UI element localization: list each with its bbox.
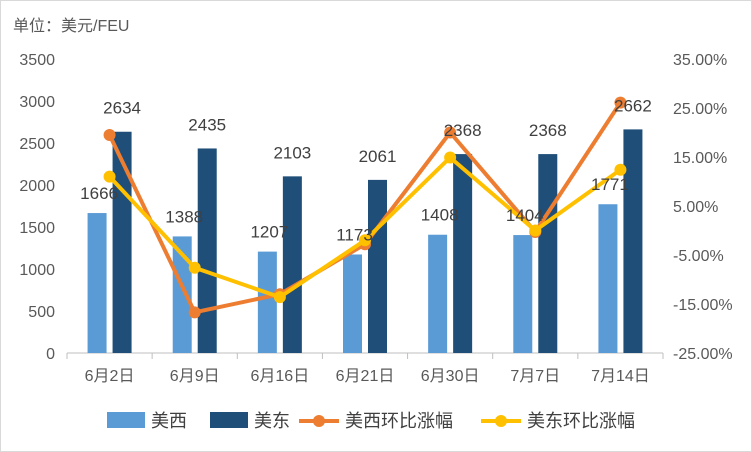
bar-west xyxy=(172,236,192,353)
y-left-tick-label: 1500 xyxy=(19,220,55,237)
bar-west xyxy=(513,235,533,353)
legend-label: 美东环比涨幅 xyxy=(527,411,635,431)
y-left-tick-label: 2500 xyxy=(19,136,55,153)
line-point-east xyxy=(529,224,542,237)
y-left-tick-label: 3500 xyxy=(19,52,55,69)
y-right-tick-label: 35.00% xyxy=(673,52,727,69)
line-point-east xyxy=(444,151,457,164)
y-right-tick-label: 5.00% xyxy=(673,199,718,216)
x-tick-label: 7月14日 xyxy=(591,368,650,385)
y-left-tick-label: 1000 xyxy=(19,262,55,279)
legend-label: 美西环比涨幅 xyxy=(345,411,453,431)
y-right-tick-label: 15.00% xyxy=(673,150,727,167)
legend-swatch-east xyxy=(210,412,248,428)
bar-data-label-west: 1207 xyxy=(250,223,288,242)
bar-data-label-east: 2634 xyxy=(103,99,141,118)
bar-data-label-east: 2368 xyxy=(444,121,482,140)
line-point-east xyxy=(103,170,116,183)
bar-east xyxy=(538,154,558,353)
bar-data-label-west: 1173 xyxy=(336,225,373,244)
bar-west xyxy=(598,204,618,353)
bar-data-label-west: 1666 xyxy=(80,184,118,203)
x-tick-label: 7月7日 xyxy=(510,368,560,385)
legend: 美西 美东 美西环比涨幅 美东环比涨幅 xyxy=(107,411,635,431)
x-tick-label: 6月30日 xyxy=(421,368,480,385)
bar-west xyxy=(87,213,107,353)
line-point-west xyxy=(103,128,116,141)
bar-data-label-east: 2662 xyxy=(614,96,652,115)
line-point-east xyxy=(188,261,201,274)
y-right-tick-label: -25.00% xyxy=(673,346,733,363)
line-point-west xyxy=(614,96,627,109)
y-right-tick-label: -15.00% xyxy=(673,297,733,314)
bars xyxy=(87,129,643,353)
bar-east xyxy=(368,179,387,353)
line-point-west xyxy=(444,126,457,139)
legend-marker-east-change xyxy=(495,415,507,427)
bar-data-label-west: 1408 xyxy=(421,206,459,225)
bar-data-label-east: 2103 xyxy=(273,143,311,162)
x-tick-label: 6月2日 xyxy=(85,368,135,385)
bar-data-label-west: 1388 xyxy=(165,207,203,226)
lines xyxy=(103,96,627,319)
bar-east xyxy=(623,129,643,353)
line-point-west xyxy=(188,306,201,319)
y-right-tick-label: -5.00% xyxy=(673,248,724,265)
legend-label: 美东 xyxy=(254,411,290,431)
bar-data-label-east: 2368 xyxy=(529,121,567,140)
bar-west xyxy=(428,234,448,353)
bar-data-label-west: 1771 xyxy=(591,175,629,194)
y-right-tick-label: 25.00% xyxy=(673,101,727,118)
bar-east xyxy=(453,154,473,353)
line-point-east xyxy=(614,163,627,176)
bar-east xyxy=(197,148,217,353)
bar-west xyxy=(343,254,362,353)
bar-data-label-west: 1404 xyxy=(506,206,544,225)
legend-label: 美西 xyxy=(151,411,187,431)
data-labels: 1666 1388 1207 1173 1408 1404 1771 2634 2435 2103… xyxy=(80,96,652,244)
line-point-east xyxy=(273,291,286,304)
axes: 6月2日 6月9日 6月16日 6月21日 6月30日 7月7日 7月14日 0 500 1000… xyxy=(19,52,732,385)
y-left-tick-label: 3000 xyxy=(19,94,55,111)
bar-data-label-east: 2061 xyxy=(359,147,397,166)
y-left-tick-label: 2000 xyxy=(19,178,55,195)
line-point-east xyxy=(359,234,371,247)
bar-west xyxy=(257,251,277,353)
legend-swatch-west xyxy=(107,412,145,428)
y-left-tick-label: 0 xyxy=(46,346,55,363)
bar-east xyxy=(282,176,302,353)
x-tick-label: 6月9日 xyxy=(170,368,220,385)
y-left-tick-label: 500 xyxy=(28,304,55,321)
unit-label: 单位：美元/FEU xyxy=(13,17,129,35)
bar-data-label-east: 2435 xyxy=(188,115,226,134)
x-tick-label: 6月16日 xyxy=(251,368,310,385)
legend-marker-west-change xyxy=(313,415,325,427)
x-tick-label: 6月21日 xyxy=(336,368,395,385)
